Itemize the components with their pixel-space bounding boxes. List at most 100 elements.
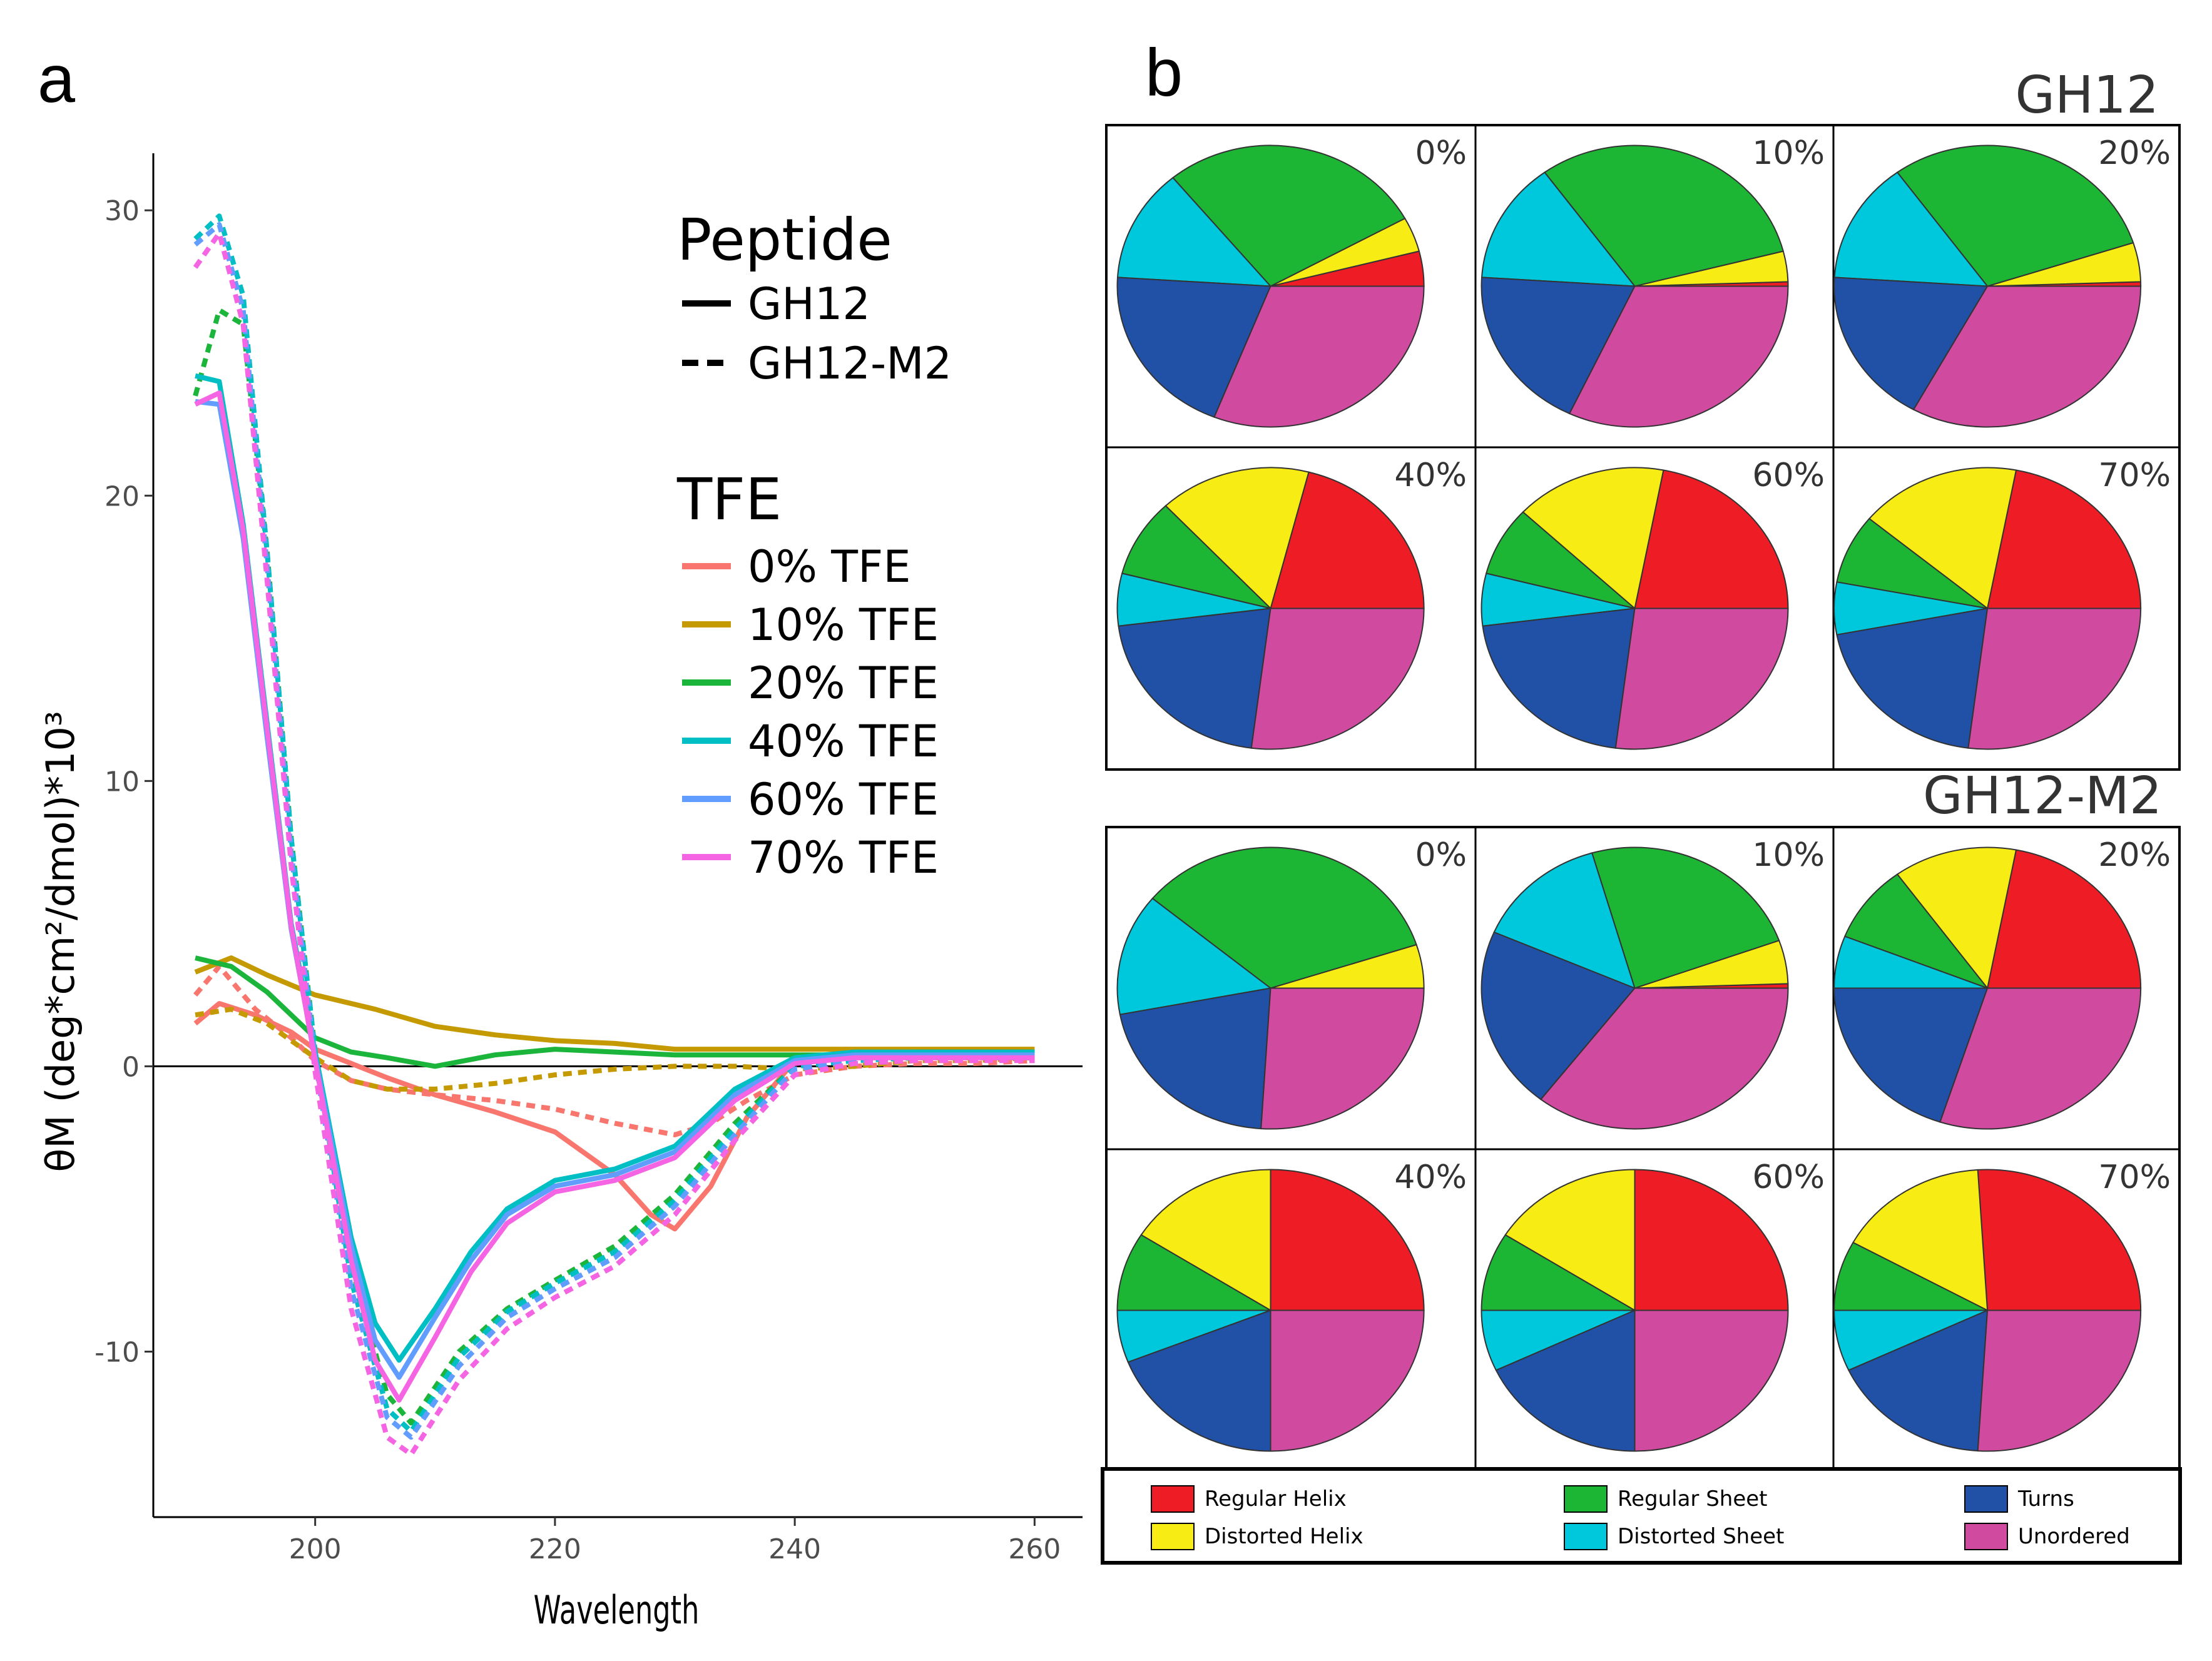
pie-slice-regular-helix bbox=[1270, 471, 1425, 609]
pie-chart bbox=[1481, 467, 1789, 750]
y-tick-label: 0 bbox=[122, 1051, 140, 1083]
pie-chart bbox=[1481, 145, 1789, 428]
pie-slice-turns bbox=[1482, 607, 1636, 749]
series-line-60-tfegh12-m2 bbox=[193, 222, 1035, 1440]
key-label: Regular Sheet bbox=[1618, 1486, 1768, 1511]
pie-slice-regular-helix bbox=[1986, 849, 2142, 989]
pie-slice-turns bbox=[1118, 607, 1272, 749]
tfe-legend-items: 0% TFE 10% TFE 20% TFE 40% TFE 60% TFE 70% TF… bbox=[682, 541, 939, 883]
x-tick-label: 200 bbox=[289, 1533, 342, 1565]
tfe-legend-label: 40% TFE bbox=[748, 716, 939, 767]
pie-chart bbox=[1833, 467, 2142, 750]
pie-slice-regular-sheet bbox=[1544, 145, 1785, 287]
pie-percent-label: 0% bbox=[1415, 836, 1467, 874]
pie-chart bbox=[1116, 467, 1425, 750]
pie-percent-label: 40% bbox=[1394, 457, 1467, 494]
pie-chart bbox=[1833, 846, 2142, 1130]
key-label: Distorted Sheet bbox=[1618, 1524, 1784, 1549]
pie-slice-turns bbox=[1116, 277, 1272, 418]
pie-slice-turns bbox=[1481, 931, 1636, 1100]
pie-slice-regular-sheet bbox=[1836, 517, 1988, 609]
pie-slice-distorted-sheet bbox=[1481, 1309, 1635, 1371]
secondary-structure-pies: GH12 0% 10% 20% 40% 60% 70% GH12-M2 0% 10% 20% 4… bbox=[1101, 66, 2182, 1565]
y-tick-label: 10 bbox=[104, 766, 140, 798]
key-swatch bbox=[1964, 1523, 2008, 1550]
y-axis-ticks: -10 0 10 20 30 bbox=[94, 195, 153, 1368]
key-label: Regular Helix bbox=[1205, 1486, 1347, 1511]
pie-slice-unordered bbox=[1270, 1309, 1425, 1452]
x-axis-title: Wavelength bbox=[534, 1588, 700, 1633]
series-layer bbox=[193, 213, 1035, 1457]
pie-slice-regular-sheet bbox=[1591, 846, 1780, 989]
pie-slice-regular-sheet bbox=[1151, 846, 1417, 989]
key-items: Regular Helix Distorted Helix Regular Shee… bbox=[1151, 1485, 2130, 1550]
tfe-legend-label: 20% TFE bbox=[748, 658, 939, 709]
plot-frame bbox=[152, 153, 1083, 1518]
pie-slice-distorted-sheet bbox=[1116, 897, 1272, 1015]
pie-percent-label: 20% bbox=[2098, 836, 2171, 874]
pie-slice-unordered bbox=[1614, 607, 1789, 750]
pie-percent-label: 40% bbox=[1394, 1159, 1467, 1196]
key-label: Turns bbox=[2017, 1486, 2074, 1511]
panel-letter-a: a bbox=[38, 41, 76, 116]
pie-slice-distorted-helix bbox=[1504, 1169, 1636, 1312]
group-title-gh12: GH12 bbox=[2015, 66, 2159, 125]
pie-slice-turns bbox=[1833, 277, 1989, 411]
pie-chart bbox=[1116, 1169, 1425, 1452]
pie-percent-label: 60% bbox=[1752, 1159, 1825, 1196]
peptide-legend-gh12: GH12 bbox=[748, 278, 870, 330]
pie-slice-turns bbox=[1495, 1309, 1636, 1452]
pie-chart bbox=[1116, 145, 1425, 428]
peptide-legend-title: Peptide bbox=[677, 206, 892, 273]
pie-percent-label: 20% bbox=[2098, 135, 2171, 172]
pie-chart bbox=[1116, 846, 1425, 1130]
pie-slice-turns bbox=[1833, 987, 1989, 1123]
pie-grid-gh12-m2: 0% 10% 20% 40% 60% 70% bbox=[1105, 826, 2181, 1473]
pie-percent-label: 0% bbox=[1415, 135, 1467, 172]
pie-percent-label: 60% bbox=[1752, 457, 1825, 494]
pie-slice-unordered bbox=[1250, 607, 1425, 750]
key-swatch bbox=[1564, 1485, 1608, 1513]
pie-grid-gh12: 0% 10% 20% 40% 60% 70% bbox=[1105, 124, 2181, 771]
tfe-legend-label: 0% TFE bbox=[748, 541, 911, 592]
group-title-gh12-m2: GH12-M2 bbox=[1923, 766, 2162, 826]
tfe-legend-label: 60% TFE bbox=[748, 774, 939, 825]
pie-slice-unordered bbox=[1967, 607, 2142, 750]
tfe-legend-label: 70% TFE bbox=[748, 832, 939, 883]
pie-percent-label: 70% bbox=[2098, 457, 2171, 494]
pie-slice-regular-sheet bbox=[1116, 1234, 1273, 1311]
panel-letter-b: b bbox=[1145, 34, 1183, 110]
pie-slice-unordered bbox=[1977, 1309, 2142, 1452]
y-tick-label: 20 bbox=[104, 480, 140, 512]
pie-slice-distorted-sheet bbox=[1833, 171, 1989, 287]
pie-slice-unordered bbox=[1539, 987, 1789, 1130]
pie-slice-regular-sheet bbox=[1121, 505, 1273, 610]
cd-spectra-chart: 200 220 240 260 -10 0 10 20 30 Wavelength θM (d… bbox=[38, 153, 1083, 1633]
key-swatch bbox=[1964, 1485, 2008, 1513]
tfe-legend-title: TFE bbox=[676, 466, 782, 533]
pie-slice-regular-sheet bbox=[1171, 145, 1406, 287]
pie-slice-unordered bbox=[1634, 1309, 1789, 1452]
pie-slice-turns bbox=[1848, 1309, 1989, 1452]
tfe-legend-label: 10% TFE bbox=[748, 599, 939, 651]
pie-slice-distorted-helix bbox=[1852, 1169, 1989, 1312]
pie-chart bbox=[1833, 1169, 2142, 1452]
pie-slice-distorted-helix bbox=[1522, 467, 1664, 610]
pie-slice-unordered bbox=[1939, 987, 2142, 1130]
pie-slice-regular-sheet bbox=[1481, 1234, 1638, 1311]
pie-slice-distorted-sheet bbox=[1116, 176, 1272, 287]
y-tick-label: -10 bbox=[94, 1336, 140, 1368]
x-tick-label: 240 bbox=[768, 1533, 821, 1565]
pie-slice-turns bbox=[1481, 277, 1636, 415]
y-axis-title: θM (deg*cm²/dmol)*10³ bbox=[38, 711, 83, 1172]
pie-chart bbox=[1481, 1169, 1789, 1452]
structure-key-legend: Regular Helix Distorted Helix Regular Shee… bbox=[1101, 1467, 2182, 1565]
key-label: Distorted Helix bbox=[1205, 1524, 1363, 1549]
pie-slice-unordered bbox=[1213, 285, 1425, 428]
pie-slice-regular-helix bbox=[1270, 1169, 1425, 1311]
pie-slice-distorted-helix bbox=[1868, 467, 2017, 610]
pie-percent-label: 10% bbox=[1752, 135, 1825, 172]
pie-slice-turns bbox=[1119, 987, 1272, 1130]
x-tick-label: 260 bbox=[1008, 1533, 1061, 1565]
pie-slice-turns bbox=[1127, 1309, 1272, 1452]
